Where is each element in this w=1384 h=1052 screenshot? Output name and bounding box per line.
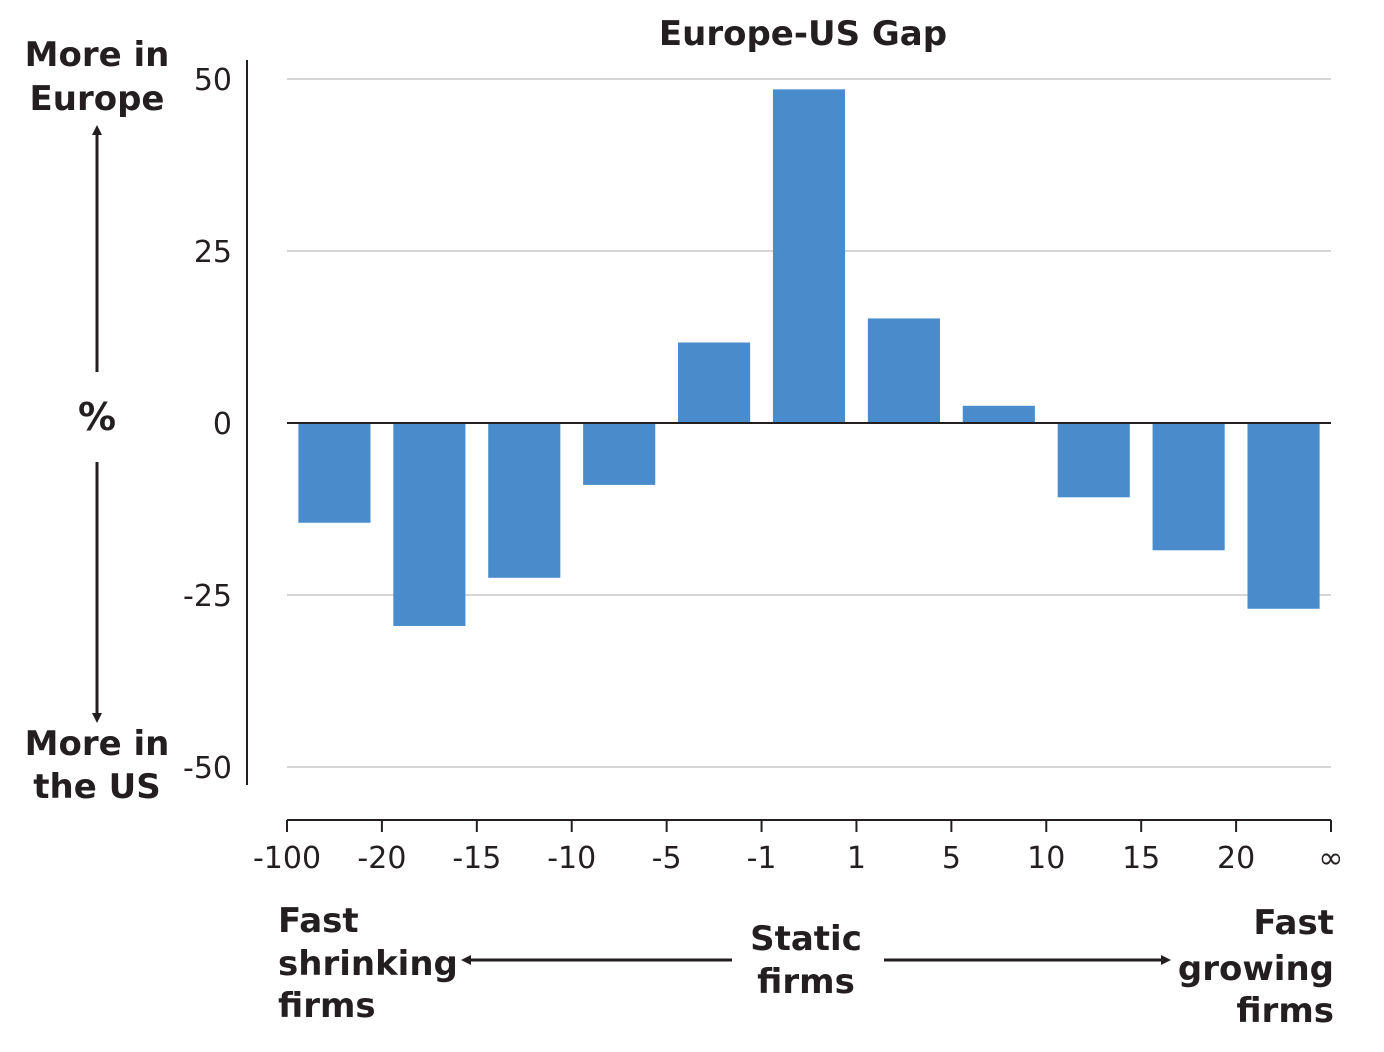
x-tick-label: ∞ <box>1319 841 1344 876</box>
x-tick-label: -100 <box>253 841 321 876</box>
bar <box>298 423 371 523</box>
x-annotation-center-line2: firms <box>757 962 855 1002</box>
bar <box>1057 423 1130 498</box>
x-annotation-center-line1: Static <box>750 919 862 959</box>
x-annotation-left-line3: firms <box>278 986 376 1026</box>
x-tick-label: -20 <box>357 841 406 876</box>
x-tick-label: -1 <box>747 841 777 876</box>
x-tick-label: -15 <box>452 841 501 876</box>
x-tick-label: 20 <box>1217 841 1255 876</box>
y-annotation-top-line1: More in <box>25 35 170 75</box>
bars <box>287 89 1331 626</box>
chart-title: Europe-US Gap <box>659 14 947 54</box>
bar <box>867 318 940 423</box>
bar <box>1247 423 1320 609</box>
y-axis-label: % <box>78 395 116 439</box>
x-axis: -100 -20 -15 -10 -5 -1 1 5 10 15 20 ∞ <box>253 819 1344 876</box>
bar <box>1152 423 1225 551</box>
y-tick-label: 50 <box>194 63 232 98</box>
y-annotation-bottom-line2: the US <box>33 767 160 807</box>
bar <box>962 405 1035 423</box>
bar <box>393 423 466 626</box>
x-tick-label: 5 <box>942 841 961 876</box>
x-tick-label: 10 <box>1027 841 1065 876</box>
bar <box>488 423 561 578</box>
bar <box>583 423 656 485</box>
x-annotation-right-line1: Fast <box>1253 903 1334 943</box>
x-tick-label: -10 <box>547 841 596 876</box>
x-annotation-left-line2: shrinking <box>278 944 458 984</box>
bar <box>678 342 751 423</box>
y-tick-labels: 50 25 0 -25 -50 <box>183 63 232 786</box>
x-annotation-right-line2: growing <box>1178 949 1334 989</box>
x-tick-label: 1 <box>847 841 866 876</box>
x-annotation-left-line1: Fast <box>278 901 359 941</box>
y-tick-label: -50 <box>183 751 232 786</box>
y-annotation-top-line2: Europe <box>30 79 165 119</box>
x-tick-label: -5 <box>652 841 682 876</box>
y-tick-label: 0 <box>213 407 232 442</box>
x-annotation-right-line3: firms <box>1236 991 1334 1031</box>
y-tick-label: 25 <box>194 235 232 270</box>
bar <box>772 89 846 423</box>
y-tick-label: -25 <box>183 579 232 614</box>
x-tick-label: 15 <box>1122 841 1160 876</box>
y-annotation-bottom-line1: More in <box>25 724 170 764</box>
